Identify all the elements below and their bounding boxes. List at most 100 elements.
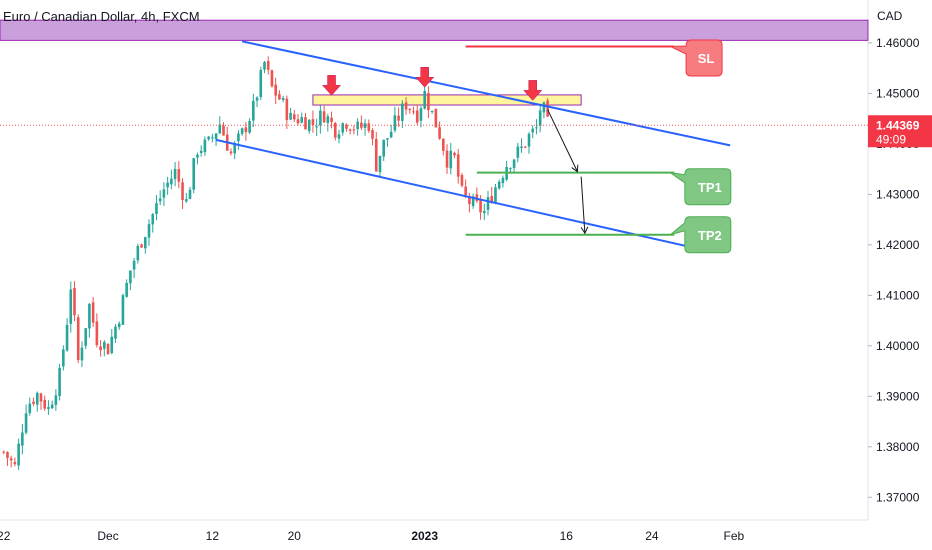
candle	[430, 110, 434, 114]
candle	[408, 108, 412, 114]
candle-body	[91, 302, 95, 323]
candle-body	[32, 401, 35, 404]
candle	[535, 119, 538, 135]
candle	[192, 157, 196, 194]
candle-body	[453, 152, 456, 156]
candle-body	[497, 181, 501, 189]
candle	[360, 115, 363, 131]
candle	[501, 175, 505, 188]
candle	[278, 90, 281, 101]
candle-body	[449, 150, 453, 169]
candle-body	[486, 197, 490, 210]
candle-body	[315, 126, 318, 128]
zones-layer	[0, 19, 869, 106]
candle	[453, 151, 456, 159]
candle	[337, 129, 341, 144]
candle-body	[106, 343, 110, 355]
candle-body	[464, 186, 467, 195]
candle	[386, 138, 389, 147]
candle-body	[408, 108, 412, 110]
candle	[374, 132, 378, 172]
time-axis[interactable]: 22 Dec 12 20 2023 16 24 Feb	[0, 529, 745, 543]
current-price-countdown: 49:09	[876, 132, 906, 146]
candle	[69, 281, 73, 333]
price-axis[interactable]: 1.37000 1.38000 1.39000 1.40000 1.41000 1.420…	[868, 36, 932, 504]
candle	[482, 203, 486, 220]
candle	[143, 236, 147, 254]
candle	[266, 56, 270, 75]
candle	[99, 340, 102, 357]
projection-arrow-line	[547, 109, 578, 172]
candle-body	[371, 130, 374, 139]
candle	[367, 119, 371, 133]
candle	[442, 138, 445, 156]
candle-body	[468, 196, 471, 204]
candle	[341, 122, 345, 136]
candle-body	[58, 367, 61, 396]
candle	[21, 423, 24, 455]
candle-body	[393, 115, 397, 131]
candle-body	[125, 282, 128, 297]
candle	[456, 148, 460, 184]
candle	[382, 139, 386, 162]
candle	[88, 303, 91, 338]
candle	[255, 96, 259, 108]
candle	[114, 324, 117, 343]
candle-body	[494, 187, 497, 203]
candle	[311, 110, 315, 133]
candle-body	[181, 182, 184, 200]
candle-body	[363, 123, 367, 128]
candle	[140, 243, 143, 249]
candle	[207, 135, 210, 141]
candle-body	[21, 432, 24, 446]
candle-body	[151, 214, 155, 225]
candle-body	[158, 198, 162, 202]
candle-body	[352, 129, 356, 131]
candle-body	[170, 178, 173, 185]
candle-body	[300, 117, 304, 123]
candle-body	[523, 146, 527, 148]
candle-body	[43, 399, 47, 409]
candle	[117, 321, 121, 330]
candle	[497, 179, 501, 190]
candle	[449, 142, 453, 175]
candle-body	[266, 61, 270, 70]
overlays-layer: SL TP1 TP2	[0, 39, 868, 254]
candle	[389, 124, 393, 139]
candle-body	[177, 169, 181, 182]
candle-body	[311, 119, 315, 125]
candle-body	[501, 178, 505, 184]
supply-box	[312, 94, 582, 106]
candle	[322, 105, 326, 123]
candle	[196, 152, 199, 165]
candle	[464, 179, 467, 199]
candle	[73, 281, 76, 322]
candle-body	[129, 270, 132, 284]
candle-body	[509, 168, 512, 170]
candle-body	[490, 195, 494, 203]
candle-body	[240, 128, 244, 134]
candle-body	[430, 110, 434, 113]
candle	[188, 186, 192, 200]
time-tick-label: Feb	[724, 529, 745, 543]
candle	[527, 132, 531, 154]
candle-body	[292, 114, 296, 120]
candle	[65, 318, 69, 352]
price-tick-label: 1.43000	[876, 187, 920, 201]
candle-body	[404, 102, 408, 110]
candle	[296, 114, 300, 126]
candle	[292, 109, 296, 123]
candle	[244, 122, 248, 141]
candle-body	[196, 154, 199, 158]
candle	[300, 112, 304, 124]
candle-body	[326, 116, 330, 123]
candle-body	[218, 124, 222, 134]
candle-body	[88, 303, 91, 329]
candle	[281, 95, 285, 103]
candle	[129, 270, 132, 291]
candle-body	[17, 443, 20, 466]
candle	[516, 142, 520, 163]
candle	[199, 145, 203, 157]
